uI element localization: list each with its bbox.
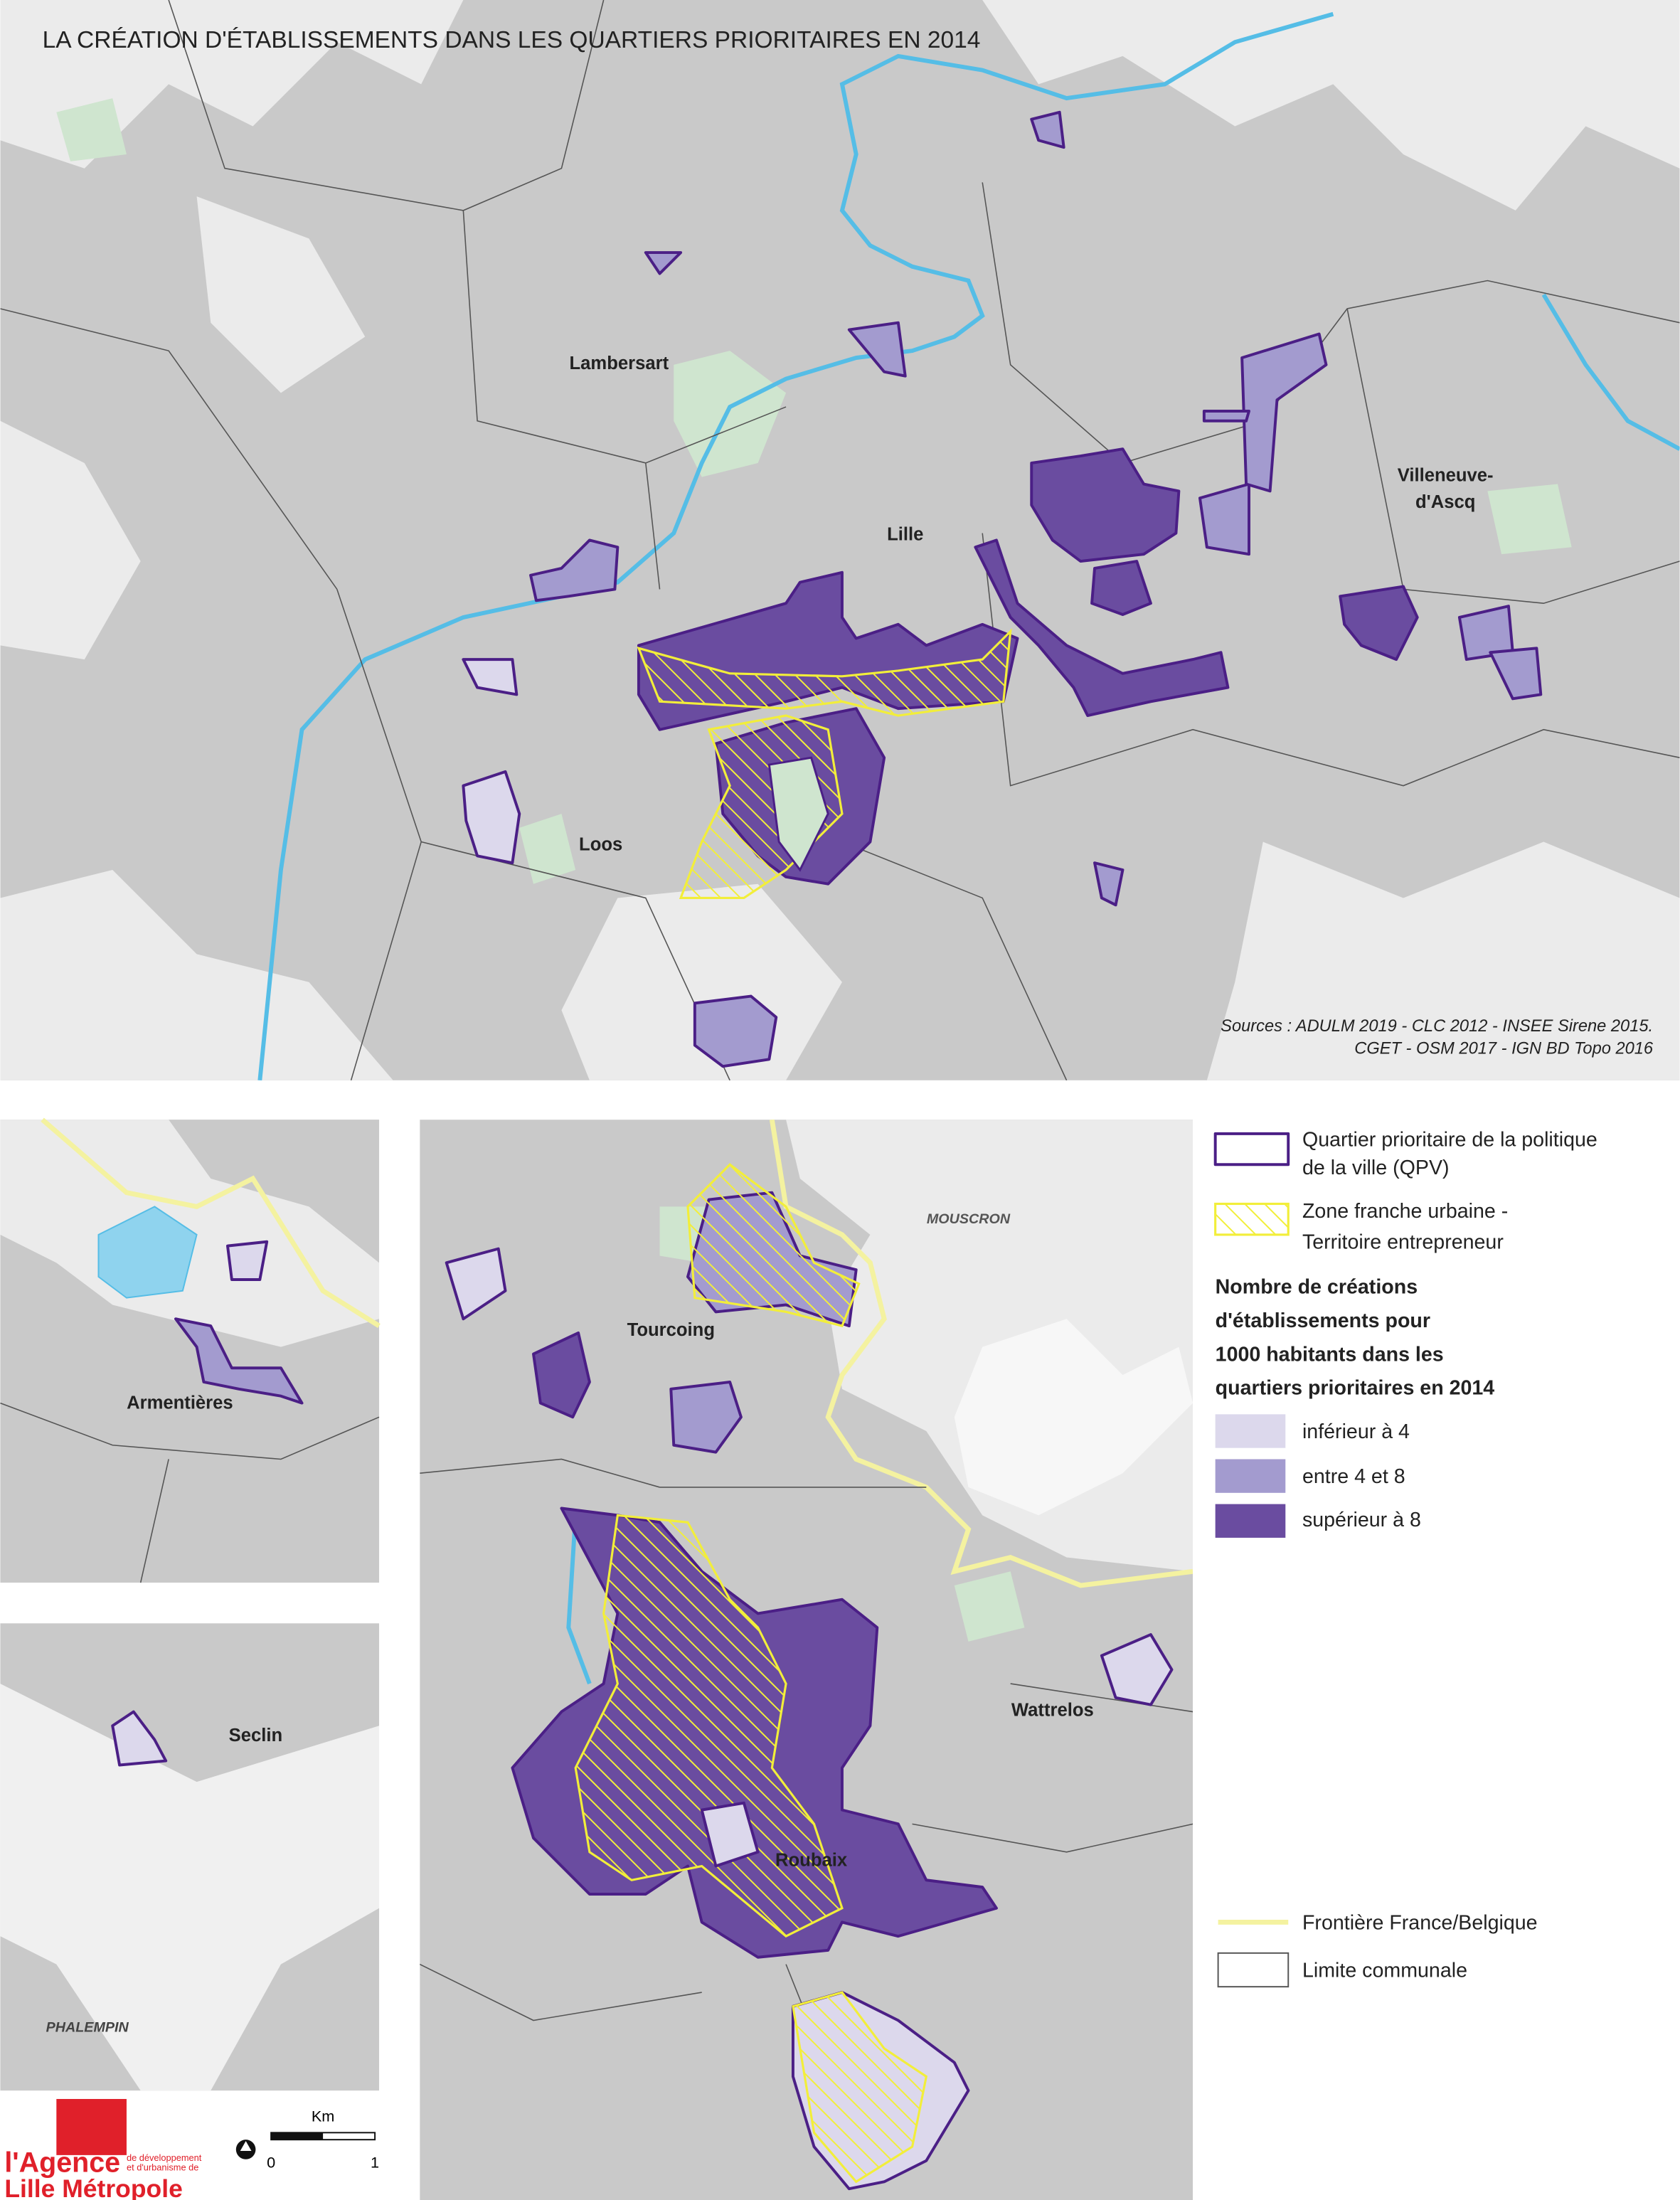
legend-swatch	[1213, 1132, 1290, 1167]
map-shape	[792, 1991, 928, 2184]
legend-label: Quartier prioritaire de la politique	[1302, 1129, 1597, 1152]
legend-label: Frontière France/Belgique	[1302, 1911, 1538, 1934]
legend-heading: quartiers prioritaires en 2014	[1216, 1377, 1495, 1400]
legend-swatch	[1215, 1459, 1286, 1493]
map-shape	[1100, 1633, 1174, 1706]
legend-heading: 1000 habitants dans les	[1216, 1343, 1444, 1366]
map-shape	[1541, 293, 1680, 451]
legend-swatch	[1215, 1504, 1286, 1538]
map-shape	[174, 1317, 304, 1405]
map-shape	[1030, 447, 1181, 563]
legend: Quartier prioritaire de la politique de …	[1213, 1129, 1597, 1988]
place-label: d'Ascq	[1415, 492, 1475, 512]
scale-label: 1	[371, 2154, 379, 2172]
map-shape	[847, 321, 907, 378]
legend-label: Zone franche urbaine -	[1302, 1200, 1508, 1223]
map-shape	[462, 770, 521, 865]
map-element	[271, 2132, 324, 2140]
logo-text: de développement	[127, 2152, 202, 2163]
sources: Sources : ADULM 2019 - CLC 2012 - INSEE …	[1221, 1017, 1653, 1036]
place-label: Roubaix	[775, 1851, 848, 1871]
sources: CGET - OSM 2017 - IGN BD Topo 2016	[1354, 1039, 1654, 1058]
logo-text: l'Agence	[4, 2147, 120, 2179]
map-shape	[462, 658, 519, 696]
place-label: Villeneuve-	[1398, 466, 1494, 486]
main-map	[0, 0, 1680, 1080]
map-shape	[637, 628, 1012, 717]
map-shape	[1090, 560, 1152, 616]
place-label: PHALEMPIN	[46, 2019, 129, 2035]
map-shape	[529, 538, 620, 602]
map-shape	[0, 1402, 380, 1583]
map-shape	[225, 1240, 269, 1281]
map-shape	[0, 0, 1680, 1080]
map-shape	[644, 251, 683, 275]
logo-text: et d'urbanisme de	[127, 2162, 198, 2173]
map-shape	[0, 1684, 380, 2091]
map-shape	[1202, 409, 1250, 423]
scale-label: Km	[312, 2108, 335, 2125]
map-shape	[566, 1515, 592, 1685]
map-shape	[700, 1801, 760, 1868]
map-shape	[974, 538, 1230, 717]
legend-label: Territoire entrepreneur	[1302, 1231, 1504, 1254]
map-element	[56, 2098, 127, 2155]
place-label: Tourcoing	[627, 1320, 715, 1340]
legend-label: de la ville (QPV)	[1302, 1157, 1450, 1179]
map-shape	[693, 994, 778, 1068]
legend-label: inférieur à 4	[1302, 1420, 1410, 1443]
roubaix-map	[420, 1120, 1193, 2200]
map-shape	[1240, 332, 1328, 493]
map-shape	[954, 1319, 1193, 1516]
place-label: Lille	[887, 524, 923, 544]
legend-heading: Nombre de créations	[1216, 1276, 1418, 1299]
map-title: LA CRÉATION D'ÉTABLISSEMENTS DANS LES QU…	[43, 27, 981, 53]
legend-swatch	[1215, 1414, 1286, 1448]
legend-label: supérieur à 8	[1302, 1509, 1421, 1531]
legend-label: Limite communale	[1302, 1959, 1467, 1982]
map-shape	[111, 1710, 168, 1767]
place-label: Wattrelos	[1011, 1700, 1094, 1720]
legend-swatch	[1217, 1952, 1290, 1988]
scale-bar: Km 0 1	[235, 2108, 379, 2172]
map-shape	[574, 1514, 844, 1938]
scale-label: 0	[267, 2154, 275, 2172]
place-label: Seclin	[229, 1726, 283, 1745]
inset-armentieres: Armentières	[0, 1117, 381, 1583]
map-shape	[769, 1120, 1193, 1588]
logo-text: Lille Métropole	[4, 2174, 183, 2200]
place-label: Loos	[579, 834, 622, 854]
legend-swatch	[1214, 1202, 1290, 1236]
place-label: MOUSCRON	[927, 1211, 1011, 1227]
map-shape	[97, 1206, 198, 1299]
inset-seclin: Seclin PHALEMPIN	[0, 1623, 380, 2091]
map-shape	[1030, 110, 1065, 149]
map-shape	[532, 1331, 591, 1419]
place-label: Lambersart	[570, 354, 669, 373]
map-shape	[257, 11, 1334, 1080]
map-shape	[1198, 482, 1250, 556]
place-label: Armentières	[127, 1393, 233, 1413]
map-shape	[1093, 861, 1125, 907]
map-shape	[686, 1163, 861, 1327]
map-shape	[669, 1381, 743, 1454]
map-shape	[445, 1247, 507, 1321]
legend-heading: d'établissements pour	[1216, 1309, 1430, 1332]
legend-label: entre 4 et 8	[1302, 1465, 1405, 1488]
map-shape	[240, 2141, 252, 2151]
map-shape	[1489, 647, 1543, 701]
map-shape	[767, 756, 829, 872]
map-shape	[41, 1117, 381, 1329]
map-shape	[1339, 585, 1419, 661]
logo: l'Agence de développement et d'urbanisme…	[4, 2098, 202, 2200]
